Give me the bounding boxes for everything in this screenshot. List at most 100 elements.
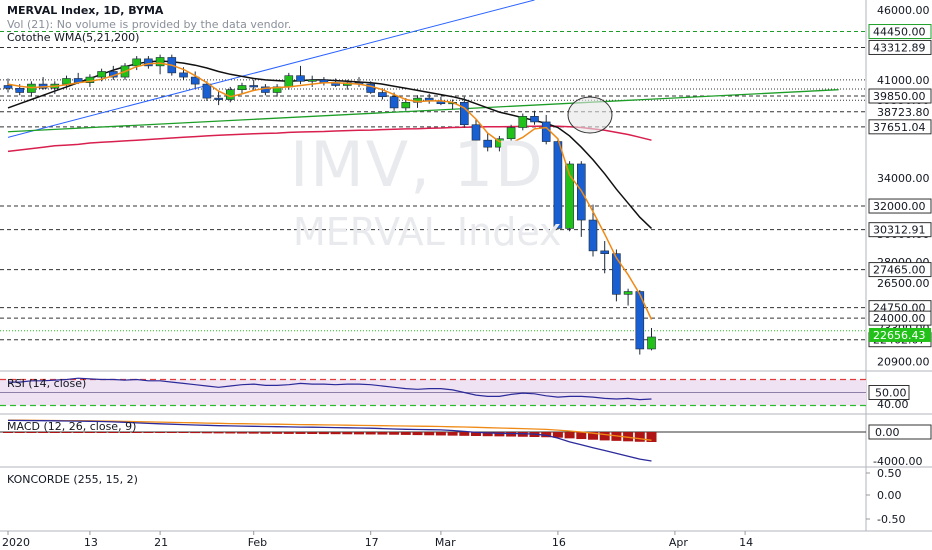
level-tag xyxy=(868,310,932,326)
macd-hist-bar xyxy=(38,432,49,433)
price-axis-tick: 46000.00 xyxy=(877,4,930,17)
candle xyxy=(588,219,598,252)
macd-hist-bar xyxy=(190,432,201,434)
koncorde-axis-tick: -0.50 xyxy=(877,513,905,526)
trend-line xyxy=(7,89,839,133)
macd-hist-bar xyxy=(155,432,166,433)
wma-fast-line xyxy=(7,62,653,320)
macd-hist-bar xyxy=(330,432,341,435)
level-tag xyxy=(868,119,932,135)
macd-hist-bar xyxy=(248,432,259,434)
candle xyxy=(307,79,317,82)
candle xyxy=(459,102,469,126)
macd-hist-bar xyxy=(435,432,446,436)
macd-hist-bar xyxy=(599,432,610,441)
level-tag xyxy=(868,198,932,214)
rsi-tag xyxy=(868,385,910,400)
macd-hist-bar xyxy=(576,432,587,440)
candle xyxy=(249,85,258,88)
candle xyxy=(237,85,247,90)
macd-hist-bar xyxy=(272,432,283,434)
macd-hist-bar xyxy=(447,432,458,436)
last-price-tag xyxy=(869,327,931,342)
level-tag-label: 27465.00 xyxy=(873,264,926,277)
macd-hist-bar xyxy=(26,432,37,433)
macd-hist-bar xyxy=(14,432,25,433)
level-tag-label: 44450.00 xyxy=(873,26,926,39)
macd-hist-bar xyxy=(49,432,60,433)
watermark-symbol: IMV, 1D xyxy=(290,128,545,201)
chart-title[interactable]: MERVAL Index, 1D, BYMA xyxy=(7,4,164,17)
macd-hist-bar xyxy=(84,432,95,433)
rsi-label[interactable]: RSI (14, close) xyxy=(7,377,87,390)
candle xyxy=(296,75,305,82)
macd-hist-bar xyxy=(61,432,72,433)
level-tag xyxy=(868,88,932,104)
candle xyxy=(518,116,528,128)
macd-hist-bar xyxy=(225,432,236,434)
macd-hist-bar xyxy=(96,432,107,433)
macd-hist-bar xyxy=(494,432,505,437)
price-axis-tick: 38723.80 xyxy=(877,106,930,119)
price-axis-tick: 41000.00 xyxy=(877,74,930,87)
macd-hist-bar xyxy=(307,432,318,434)
macd-zero-tag-label: 0.00 xyxy=(875,426,900,439)
level-tag-label: 24000.00 xyxy=(873,312,926,325)
highlight-ellipse xyxy=(567,96,613,134)
rsi-axis-tick: 40.00 xyxy=(877,398,909,411)
level-tag xyxy=(868,262,932,278)
price-axis-tick: 26500.00 xyxy=(877,277,930,290)
rsi-line xyxy=(8,377,652,401)
macd-hist-bar xyxy=(365,432,376,435)
macd-hist-bar xyxy=(424,432,435,436)
candle xyxy=(530,116,539,123)
candle xyxy=(647,336,656,350)
macd-hist-bar xyxy=(73,432,84,433)
time-axis-tick: Feb xyxy=(248,536,267,549)
macd-hist-bar xyxy=(342,432,353,435)
macd-hist-bar xyxy=(389,432,400,435)
macd-zero-tag xyxy=(868,424,932,440)
trend-line xyxy=(7,0,535,138)
macd-hist-bar xyxy=(471,432,481,436)
time-axis-tick: 17 xyxy=(365,536,379,549)
level-tag-label: 39850.00 xyxy=(873,90,926,103)
rsi-tag-label: 50.00 xyxy=(875,387,907,400)
level-tag-label: 37651.04 xyxy=(873,121,926,134)
macd-label[interactable]: MACD (12, 26, close, 9) xyxy=(7,420,137,433)
time-axis-tick: Apr xyxy=(669,536,689,549)
macd-signal-line xyxy=(8,419,652,441)
macd-hist-bar xyxy=(588,432,598,440)
candle xyxy=(506,127,516,140)
macd-hist-bar xyxy=(201,432,212,434)
level-tag xyxy=(868,222,932,238)
candle xyxy=(623,291,633,295)
macd-hist-bar xyxy=(354,432,364,435)
macd-hist-bar xyxy=(517,432,528,437)
macd-hist-bar xyxy=(143,432,154,433)
price-axis-tick: 20900.00 xyxy=(877,356,930,369)
candle xyxy=(97,71,106,78)
macd-hist-bar xyxy=(482,432,493,437)
candle xyxy=(378,92,387,98)
macd-axis-tick: -4000.00 xyxy=(873,455,922,468)
candle xyxy=(401,102,411,109)
indicator-note[interactable]: Cotothe WMA(5,21,200) xyxy=(7,31,140,44)
price-axis-tick: 34000.00 xyxy=(877,172,930,185)
level-tag-label: 43312.89 xyxy=(873,41,926,54)
candle xyxy=(635,291,645,350)
macd-hist-bar xyxy=(166,432,177,433)
candle xyxy=(190,76,200,85)
macd-hist-bar xyxy=(412,432,423,436)
koncorde-label[interactable]: KONCORDE (255, 15, 2) xyxy=(7,473,138,486)
candle xyxy=(214,97,223,100)
koncorde-axis-tick: 0.00 xyxy=(877,489,902,502)
candle xyxy=(132,58,141,67)
level-tag xyxy=(868,39,932,55)
macd-hist-bar xyxy=(552,432,563,438)
time-axis-tick: 21 xyxy=(154,536,168,549)
watermark-name: MERVAL Index xyxy=(293,210,562,254)
macd-hist-bar xyxy=(377,432,388,435)
macd-hist-bar xyxy=(564,432,575,439)
